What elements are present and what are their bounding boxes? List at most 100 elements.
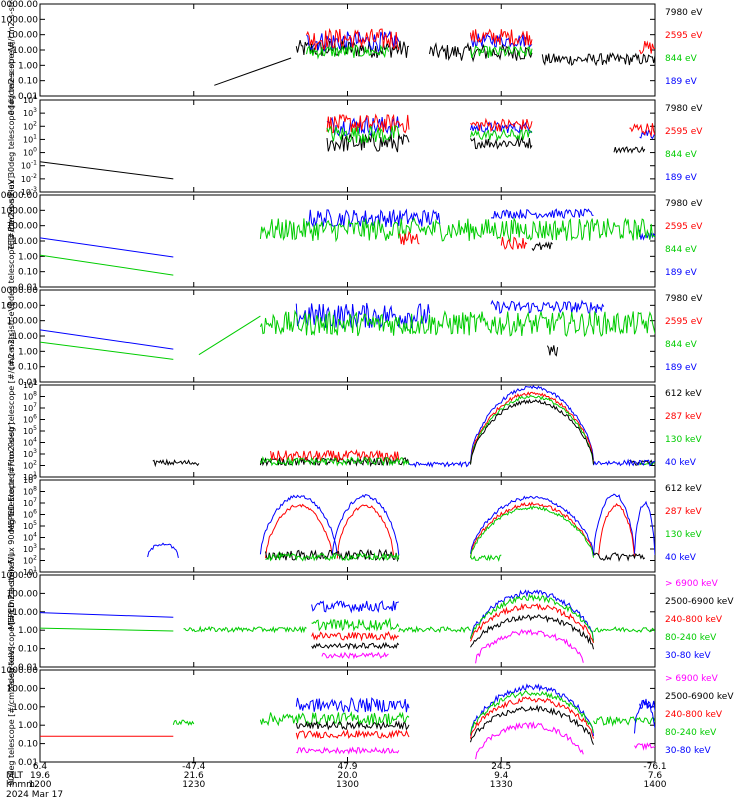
y-tick-label: 108	[23, 391, 37, 402]
tick-label-mlt: 19.6	[30, 771, 50, 781]
y-tick-label: 1.00	[18, 626, 38, 636]
series-peak	[331, 494, 400, 556]
date-label: 2024 Mar 17	[6, 790, 63, 800]
tick-label-hhmm: 1400	[644, 780, 667, 790]
series-peak	[598, 502, 635, 557]
series-peak	[470, 385, 594, 462]
legend-entry: 2595 eV	[665, 31, 703, 41]
y-tick-label: 10-2	[21, 173, 37, 184]
legend-entry: 844 eV	[665, 150, 698, 160]
series-burst	[490, 208, 594, 220]
series-peak	[259, 494, 338, 556]
legend-entry: 7980 eV	[665, 199, 703, 209]
y-tick-label: 0.10	[18, 363, 38, 373]
panel-data	[40, 589, 655, 664]
legend-entry: 2500-6900 keV	[665, 692, 734, 702]
series-burst	[295, 696, 410, 714]
panel-frame	[39, 669, 656, 763]
series-peak	[470, 495, 594, 557]
series-peak	[470, 505, 594, 558]
y-axis-label: TED Electron Flux 30deg telescope [#/cm2…	[7, 42, 16, 251]
series-burst	[531, 241, 553, 252]
series-burst	[470, 28, 533, 47]
y-axis-label: MEPED Electron Flux 90deg telescope [#/c…	[7, 422, 16, 630]
legend-entry: 240-800 keV	[665, 710, 723, 720]
series-peak	[593, 493, 635, 556]
y-tick-label: 10-3	[21, 186, 37, 197]
y-tick-label: 106	[23, 509, 37, 520]
y-tick-label: 104	[23, 532, 37, 543]
series-burst	[593, 552, 646, 562]
tick-label-hhmm: 1230	[182, 780, 205, 790]
y-tick-label: 0.10	[18, 77, 38, 87]
panel-frame	[39, 289, 656, 383]
legend-entry: 189 eV	[665, 268, 698, 278]
y-tick-label: 107	[23, 402, 37, 413]
y-axis-label: 0deg telescope [#/cm2-s-str-keV]	[7, 554, 16, 689]
series-burst	[295, 729, 410, 740]
y-tick-label: 10.00	[12, 46, 38, 56]
series-burst	[470, 45, 533, 59]
series-burst	[183, 625, 307, 634]
legend-entry: 612 keV	[665, 389, 702, 399]
series-burst	[295, 720, 410, 731]
panel-data	[40, 299, 655, 360]
legend-entry: 189 eV	[665, 77, 698, 87]
y-tick-label: 100.00	[7, 317, 39, 327]
series-burst	[326, 116, 400, 137]
series-burst	[593, 715, 655, 727]
series-burst	[629, 459, 655, 466]
tick-label-lat: 6.4	[33, 762, 48, 772]
legend-entry: 287 keV	[665, 412, 702, 422]
y-tick-label: 10000.00	[0, 0, 38, 10]
series-line	[198, 315, 261, 356]
series-burst	[259, 216, 655, 243]
tick-label-mlt: 9.4	[494, 771, 509, 781]
tick-label-lat: 47.9	[337, 762, 357, 772]
y-tick-label: 108	[23, 486, 37, 497]
y-tick-label: 102	[23, 555, 37, 566]
y-tick-label: 1000.00	[1, 301, 38, 311]
y-tick-label: 106	[23, 414, 37, 425]
y-tick-label: 105	[23, 520, 37, 531]
panel-stack: 10000.001000.00100.0010.001.000.100.010d…	[0, 0, 734, 786]
series-burst	[326, 125, 400, 144]
y-axis-label: MEPED Electron Flux 0deg telescope [#/cm…	[7, 330, 16, 532]
y-tick-label: 10.00	[12, 237, 38, 247]
series-burst	[311, 630, 399, 642]
panel-frame	[39, 194, 656, 288]
y-tick-label: 100	[23, 147, 37, 158]
y-tick-label: 10.00	[12, 608, 38, 618]
y-tick-label: 1000.00	[1, 206, 38, 216]
y-tick-label: 109	[23, 379, 37, 390]
y-tick-label: 0.01	[18, 92, 38, 102]
y-tick-label: 1.00	[18, 252, 38, 262]
y-tick-label: 10000.00	[0, 191, 38, 201]
series-burst	[259, 455, 410, 467]
y-tick-label: 102	[23, 460, 37, 471]
series-burst	[634, 742, 655, 751]
legend-entry: 844 eV	[665, 54, 698, 64]
series-burst	[593, 458, 655, 467]
tick-label-hhmm: 1300	[336, 780, 359, 790]
y-tick-label: 1.00	[18, 721, 38, 731]
y-tick-label: 0.01	[18, 378, 38, 388]
y-tick-label: 0.10	[18, 645, 38, 655]
panel-data	[147, 493, 655, 563]
tick-label-hhmm: 1330	[490, 780, 513, 790]
legend-entry: 2595 eV	[665, 317, 703, 327]
series-peak	[470, 696, 594, 739]
series-peak	[634, 500, 655, 556]
y-tick-label: 0.01	[18, 663, 38, 673]
series-peak	[147, 542, 179, 559]
y-tick-label: 100.00	[7, 31, 39, 41]
panel-data	[40, 208, 655, 276]
legend-entry: 240-800 keV	[665, 615, 723, 625]
series-burst	[398, 230, 420, 246]
tick-label-mlt: 20.0	[337, 771, 357, 781]
legend-entry: > 6900 keV	[665, 579, 719, 589]
series-burst	[490, 299, 605, 314]
series-burst	[429, 41, 533, 63]
